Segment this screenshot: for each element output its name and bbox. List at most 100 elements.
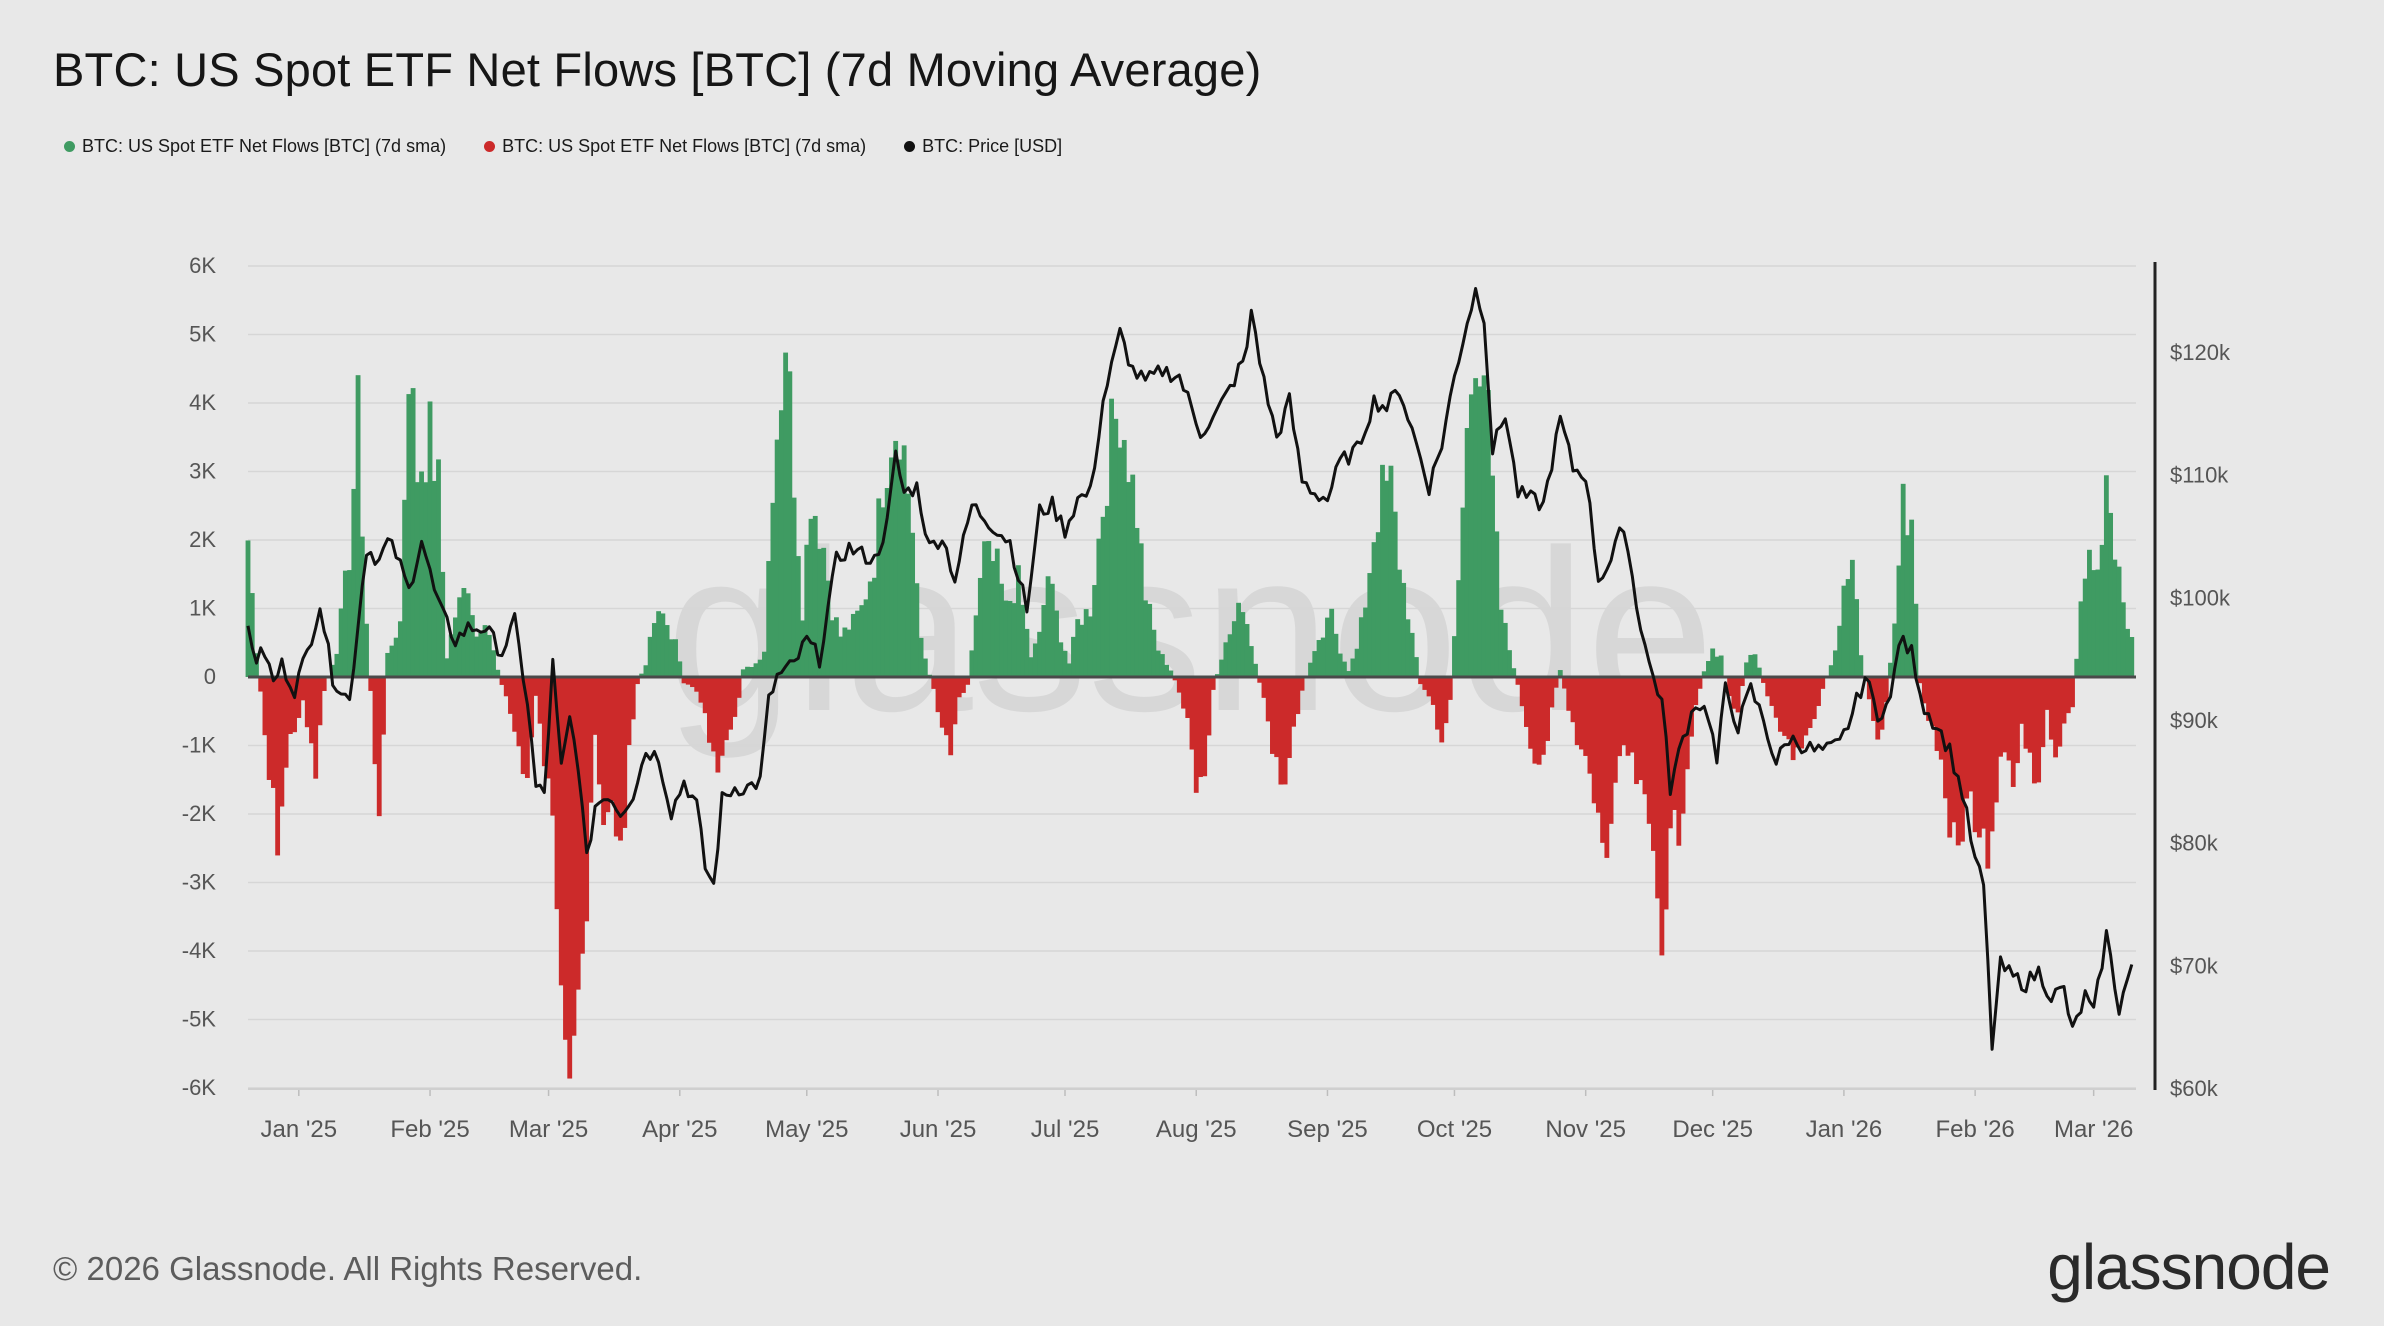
inflow-bar bbox=[1138, 543, 1144, 677]
legend-label: BTC: Price [USD] bbox=[922, 136, 1063, 156]
inflow-bar bbox=[402, 499, 408, 677]
inflow-bar bbox=[897, 459, 903, 677]
inflow-bar bbox=[977, 577, 983, 677]
legend-item-positive-flows[interactable]: BTC: US Spot ETF Net Flows [BTC] (7d sma… bbox=[64, 136, 446, 157]
y-right-tick-label: $120k bbox=[2170, 340, 2231, 365]
inflow-bar bbox=[1003, 600, 1009, 677]
legend-item-price[interactable]: BTC: Price [USD] bbox=[904, 136, 1062, 157]
inflow-bar bbox=[2129, 637, 2135, 677]
outflow-bar bbox=[596, 677, 602, 785]
outflow-bar bbox=[736, 677, 742, 698]
outflow-bar bbox=[601, 677, 606, 826]
inflow-bar bbox=[431, 480, 437, 677]
inflow-bar bbox=[2103, 475, 2109, 677]
inflow-bar bbox=[1752, 654, 1758, 677]
outflow-bar bbox=[1765, 677, 1771, 697]
inflow-bar bbox=[969, 650, 975, 677]
outflow-bar bbox=[1993, 677, 1999, 803]
outflow-bar bbox=[1731, 677, 1737, 709]
outflow-bar bbox=[690, 677, 695, 688]
inflow-bar bbox=[973, 615, 979, 677]
outflow-bar bbox=[1816, 677, 1821, 706]
inflow-bar bbox=[1748, 654, 1754, 677]
inflow-bar bbox=[914, 583, 920, 677]
inflow-bar bbox=[660, 613, 666, 677]
outflow-bar bbox=[1261, 677, 1267, 698]
outflow-bar bbox=[1447, 677, 1453, 700]
inflow-bar bbox=[1041, 605, 1047, 677]
inflow-bar bbox=[1498, 609, 1504, 677]
inflow-bar bbox=[1134, 527, 1140, 677]
inflow-bar bbox=[1892, 623, 1898, 677]
inflow-bar bbox=[1058, 642, 1064, 677]
inflow-bar bbox=[1028, 657, 1034, 677]
inflow-bar bbox=[1706, 661, 1711, 677]
outflow-bar bbox=[1807, 677, 1813, 728]
inflow-bar bbox=[1502, 622, 1508, 677]
inflow-bar bbox=[1384, 480, 1390, 677]
outflow-bar bbox=[499, 677, 505, 685]
outflow-bar bbox=[1667, 677, 1673, 829]
inflow-bar bbox=[1888, 662, 1893, 677]
outflow-bar bbox=[304, 677, 310, 728]
outflow-bar bbox=[1960, 677, 1965, 842]
outflow-bar bbox=[1651, 677, 1656, 851]
outflow-bar bbox=[279, 677, 285, 807]
inflow-bar bbox=[334, 653, 340, 677]
outflow-bar bbox=[2010, 677, 2016, 787]
legend-item-negative-flows[interactable]: BTC: US Spot ETF Net Flows [BTC] (7d sma… bbox=[484, 136, 866, 157]
outflow-bar bbox=[1659, 677, 1665, 956]
inflow-bar bbox=[406, 394, 412, 677]
inflow-bar bbox=[1164, 664, 1170, 677]
inflow-bar bbox=[1841, 585, 1847, 677]
inflow-bar bbox=[1744, 662, 1749, 677]
outflow-bar bbox=[1439, 677, 1445, 743]
inflow-bar bbox=[1477, 386, 1483, 677]
inflow-bar bbox=[855, 610, 860, 677]
inflow-bar bbox=[770, 502, 776, 677]
inflow-bar bbox=[1113, 418, 1119, 677]
outflow-bar bbox=[1943, 677, 1948, 799]
x-tick-label: Aug '25 bbox=[1156, 1116, 1237, 1143]
inflow-bar bbox=[254, 653, 259, 677]
inflow-bar bbox=[444, 658, 450, 677]
outflow-bar bbox=[613, 677, 619, 837]
inflow-bar bbox=[1557, 670, 1563, 677]
glassnode-logo[interactable]: glassnode bbox=[2047, 1231, 2331, 1303]
outflow-bar bbox=[1515, 677, 1521, 685]
inflow-bar bbox=[1071, 636, 1076, 677]
outflow-bar bbox=[1570, 677, 1576, 723]
outflow-bar bbox=[723, 677, 729, 741]
outflow-bar bbox=[1591, 677, 1597, 804]
outflow-bar bbox=[1926, 677, 1931, 721]
outflow-bar bbox=[1422, 677, 1428, 690]
outflow-bar bbox=[1761, 677, 1766, 683]
inflow-bar bbox=[1388, 465, 1394, 677]
inflow-bar bbox=[1405, 619, 1411, 677]
x-tick-label: May '25 bbox=[765, 1116, 848, 1143]
y-right-tick-label: $100k bbox=[2170, 585, 2231, 610]
legend-dot-black bbox=[904, 141, 916, 152]
outflow-bar bbox=[1938, 677, 1944, 760]
inflow-bar bbox=[1710, 648, 1716, 677]
axes bbox=[248, 262, 2157, 1096]
y-left-tick-label: 6K bbox=[189, 253, 216, 278]
inflow-bar bbox=[1308, 662, 1313, 677]
outflow-bar bbox=[935, 677, 941, 713]
inflow-bar bbox=[783, 352, 789, 677]
inflow-bar bbox=[2125, 628, 2130, 677]
outflow-bar bbox=[508, 677, 513, 714]
inflow-bar bbox=[1227, 634, 1233, 677]
outflow-bar bbox=[1663, 677, 1669, 910]
inflow-bar bbox=[419, 471, 424, 677]
legend-label: BTC: US Spot ETF Net Flows [BTC] (7d sma… bbox=[502, 136, 867, 156]
outflow-bar bbox=[1680, 677, 1686, 814]
inflow-bar bbox=[1223, 642, 1229, 677]
y-left-tick-label: 1K bbox=[189, 596, 216, 621]
price-line bbox=[246, 287, 2134, 1051]
inflow-bar bbox=[800, 620, 805, 677]
inflow-bar bbox=[901, 445, 907, 677]
outflow-bar bbox=[1198, 677, 1203, 778]
inflow-bar bbox=[1380, 464, 1385, 677]
inflow-bar bbox=[999, 583, 1004, 677]
